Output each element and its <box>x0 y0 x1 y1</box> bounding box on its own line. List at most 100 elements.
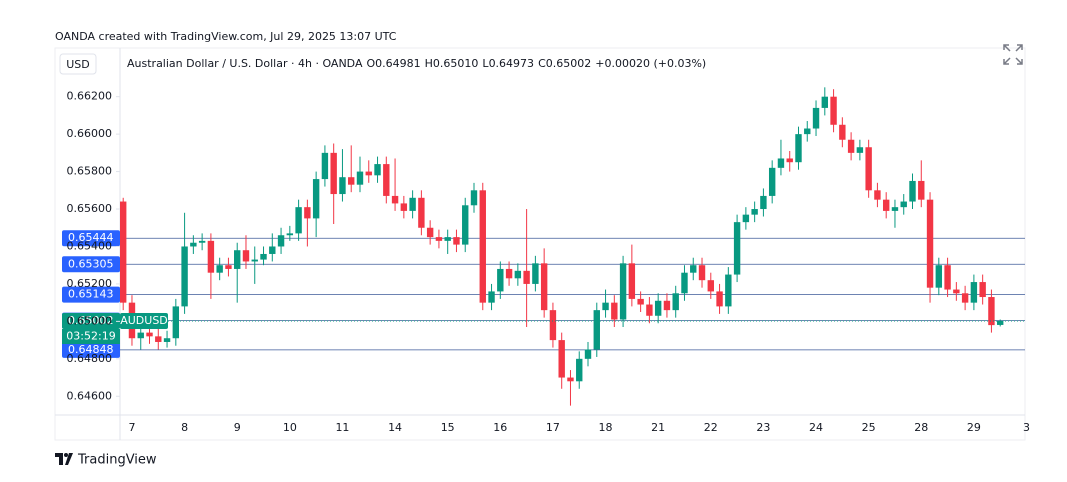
candle-body <box>374 164 381 176</box>
level-tag <box>62 230 120 247</box>
candle-body <box>339 177 346 195</box>
y-tick-label: 0.65200 <box>67 277 113 290</box>
candle-body <box>225 265 232 269</box>
candle-body <box>312 179 320 219</box>
candle-body <box>874 190 881 200</box>
x-tick-label: 25 <box>862 421 876 434</box>
candle-body <box>768 167 776 196</box>
candle-body <box>295 207 302 234</box>
ohlc-value: 0.65010 <box>433 57 479 70</box>
x-tick-label: 14 <box>388 421 402 434</box>
candle-body <box>488 291 495 303</box>
y-tick-label: 0.64600 <box>67 389 113 402</box>
ohlc-key: H <box>425 57 433 70</box>
x-tick-label: 3 <box>1023 421 1030 434</box>
x-tick-label: 29 <box>967 421 981 434</box>
candle-body <box>435 237 443 241</box>
candle-body <box>672 293 679 311</box>
candle-body <box>181 246 188 307</box>
candle-body <box>277 235 285 247</box>
y-tick-label: 0.66000 <box>67 127 113 140</box>
candle-body <box>383 164 390 196</box>
candle-body <box>961 293 969 303</box>
candle-body <box>348 177 355 185</box>
level-tag-label: 0.65143 <box>68 288 114 301</box>
candle-body <box>760 195 767 210</box>
candle-body <box>690 265 697 273</box>
candle-body <box>742 214 750 223</box>
plot-area <box>120 87 1025 406</box>
ohlc-key: C <box>538 57 546 70</box>
candle-body <box>847 139 855 153</box>
level-tag-label: 0.65305 <box>68 257 114 270</box>
candle-body <box>997 321 1004 325</box>
candle-body <box>681 272 688 294</box>
candle-body <box>321 152 329 180</box>
candle-body <box>444 237 451 241</box>
last-price-label: 0.65002 <box>68 314 114 327</box>
candle-body <box>409 197 416 211</box>
candle-body <box>865 147 872 191</box>
candle-body <box>216 265 223 273</box>
candle-body <box>242 250 250 262</box>
candle-body <box>470 190 478 206</box>
candle-body <box>120 201 127 303</box>
x-tick-label: 23 <box>756 421 770 434</box>
x-tick-label: 7 <box>128 421 135 434</box>
candle-body <box>462 205 469 245</box>
candle-body <box>733 222 741 275</box>
candle-body <box>663 300 671 311</box>
candle-body <box>514 270 522 279</box>
candle-body <box>725 274 732 307</box>
price-tags: 0.654440.653050.651430.650040.648480.650… <box>62 230 168 358</box>
candle-body <box>970 282 978 303</box>
candle-body <box>593 310 600 350</box>
candle-body <box>926 199 934 288</box>
x-tick-label: 15 <box>441 421 455 434</box>
candle-body <box>654 300 662 316</box>
x-tick-label: 10 <box>283 421 297 434</box>
candle-body <box>391 195 399 204</box>
y-tick-label: 0.65000 <box>67 314 113 327</box>
x-tick-label: 17 <box>546 421 560 434</box>
candle-body <box>567 377 574 382</box>
candle-body <box>260 253 267 260</box>
candle-body <box>532 263 539 284</box>
candle-body <box>707 280 714 292</box>
candle-body <box>198 240 206 243</box>
candle-body <box>251 259 258 262</box>
candle-body <box>777 158 785 168</box>
candle-body <box>944 265 951 290</box>
candle-body <box>426 227 434 238</box>
y-tick-label: 0.66200 <box>67 90 113 103</box>
candle-body <box>453 237 460 245</box>
y-tick-label: 0.64800 <box>67 352 113 365</box>
candle-body <box>611 302 618 320</box>
candle-body <box>979 282 986 298</box>
candle-body <box>286 233 294 236</box>
candle-body <box>418 197 425 228</box>
candle-body <box>856 147 864 153</box>
candle-body <box>602 302 609 311</box>
symbol-tag-label: AUDUSD <box>120 314 168 327</box>
x-tick-label: 9 <box>234 421 241 434</box>
y-tick-label: 0.65800 <box>67 165 113 178</box>
candle-body <box>190 242 197 247</box>
candle-body <box>146 332 153 337</box>
level-tag-label: 0.64848 <box>68 343 114 356</box>
candle-body <box>172 306 180 339</box>
candle-body <box>918 180 925 200</box>
candle-body <box>163 338 171 342</box>
currency-box[interactable] <box>59 53 97 75</box>
expand-icon[interactable] <box>1003 44 1023 65</box>
candle-body <box>716 291 723 307</box>
change: +0.00020 (+0.03%) <box>595 57 706 70</box>
candle-body <box>576 358 583 382</box>
y-tick-label: 0.65400 <box>67 239 113 252</box>
symbol-tag <box>120 313 168 330</box>
candle-body <box>400 203 408 211</box>
x-tick-label: 28 <box>914 421 928 434</box>
ohlc-value: 0.64973 <box>489 57 535 70</box>
x-tick-label: 22 <box>704 421 718 434</box>
